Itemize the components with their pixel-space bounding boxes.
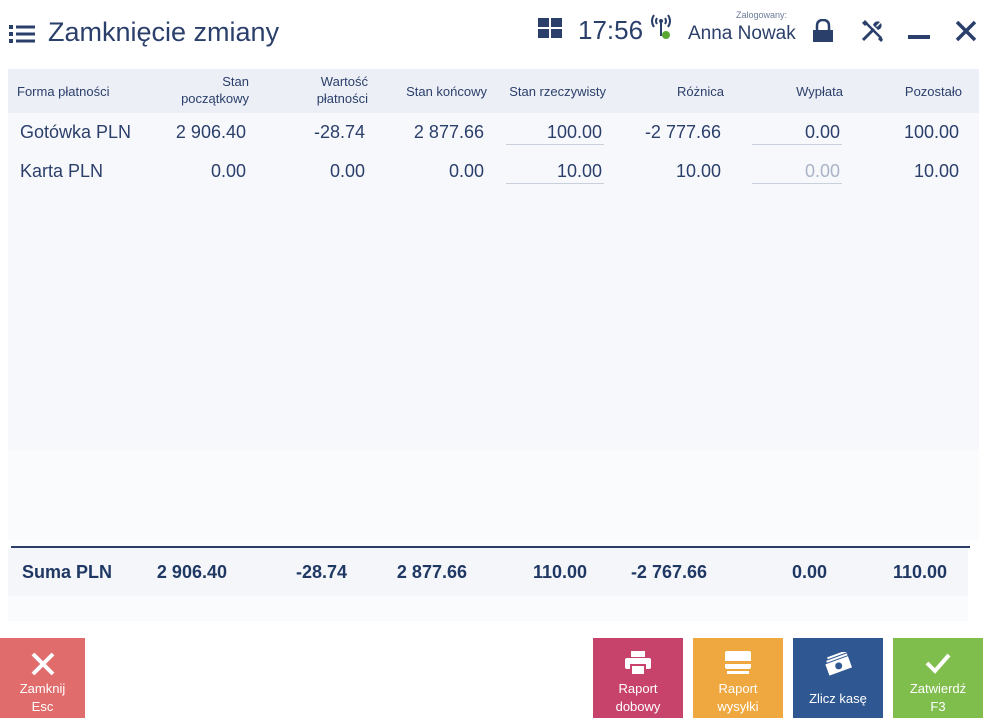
column-header-initial: Stan początkowy: [181, 74, 249, 106]
final-balance: 2 877.66: [413, 122, 484, 142]
count-cash-button[interactable]: Zlicz kasę: [793, 638, 883, 718]
checkmark-icon: [925, 653, 951, 674]
close-x-icon: [31, 652, 54, 676]
daily-report-button[interactable]: Raport dobowy: [593, 638, 683, 718]
difference: 10.00: [675, 161, 721, 181]
actual-balance-input[interactable]: 100.00: [506, 119, 604, 145]
page-title: Zamknięcie zmiany: [48, 17, 280, 47]
shipping-report-label-1: Raport: [718, 681, 758, 696]
column-header-final: Stan końcowy: [406, 84, 487, 99]
payment-value: -28.74: [313, 122, 365, 142]
minimize-icon[interactable]: [908, 34, 930, 40]
actual-balance-input[interactable]: 10.00: [506, 158, 604, 184]
summary-divider: [11, 546, 970, 548]
shipping-report-label-2: wysyłki: [717, 699, 759, 714]
table-row[interactable]: Karta PLN 0.00 0.00 0.00 10.00 10.00 0.0…: [8, 152, 979, 190]
summary-row: [8, 548, 968, 596]
table-row[interactable]: Gotówka PLN 2 906.40 -28.74 2 877.66 100…: [8, 113, 979, 151]
summary-label: Suma PLN: [22, 562, 113, 582]
final-balance: 0.00: [448, 161, 484, 181]
column-header-difference: Różnica: [677, 84, 724, 99]
payments-table: [8, 69, 979, 450]
logged-in-label: Zalogowany:: [736, 10, 788, 20]
confirm-shortcut: F3: [930, 699, 946, 714]
withdrawal-input[interactable]: 0.00: [752, 119, 842, 145]
summary-withdrawal: 0.00: [791, 562, 827, 582]
grid-icon[interactable]: [538, 18, 562, 38]
tools-icon[interactable]: [860, 19, 884, 43]
confirm-button[interactable]: Zatwierdź F3: [893, 638, 983, 718]
column-header-withdrawal: Wypłata: [796, 84, 843, 99]
signal-icon: [651, 14, 671, 39]
money-icon: [825, 652, 852, 676]
summary-initial: 2 906.40: [156, 562, 227, 582]
summary-final: 2 877.66: [396, 562, 467, 582]
confirm-label: Zatwierdź: [909, 681, 967, 696]
user-name: Anna Nowak: [688, 23, 796, 44]
close-button-label: Zamknij: [19, 681, 66, 696]
shipping-report-button[interactable]: Raport wysyłki: [693, 638, 783, 718]
summary-payment: -28.74: [295, 562, 347, 582]
remaining: 10.00: [913, 161, 959, 181]
column-header-remaining: Pozostało: [904, 84, 962, 99]
payment-value: 0.00: [329, 161, 365, 181]
column-header-form: Forma płatności: [17, 84, 110, 99]
summary-remaining: 110.00: [892, 562, 947, 582]
hamburger-icon[interactable]: [9, 25, 35, 43]
payment-form: Karta PLN: [20, 161, 104, 181]
column-header-payment: Wartość płatności: [316, 74, 368, 106]
difference: -2 777.66: [644, 122, 721, 142]
close-button-shortcut: Esc: [31, 699, 54, 714]
lock-icon[interactable]: [812, 19, 834, 43]
table-header: Forma płatności Stan początkowy Wartość …: [8, 69, 979, 113]
daily-report-label-2: dobowy: [615, 699, 661, 714]
header-bar: Zamknięcie zmiany 17:56 Zalogowany: Anna…: [0, 0, 990, 68]
close-icon[interactable]: [955, 20, 977, 42]
summary-footer: [8, 596, 968, 621]
daily-report-label-1: Raport: [618, 681, 658, 696]
initial-balance: 2 906.40: [175, 122, 246, 142]
withdrawal-input: 0.00: [752, 158, 842, 184]
column-header-actual: Stan rzeczywisty: [509, 84, 606, 99]
count-cash-label: Zlicz kasę: [809, 691, 867, 706]
card-report-icon: [725, 651, 751, 674]
clock: 17:56: [578, 15, 644, 45]
close-button[interactable]: Zamknij Esc: [0, 638, 85, 718]
initial-balance: 0.00: [210, 161, 246, 181]
payment-form: Gotówka PLN: [20, 122, 132, 142]
summary-difference: -2 767.66: [630, 562, 707, 582]
printer-icon: [625, 651, 651, 675]
table-empty-area: [8, 450, 979, 540]
remaining: 100.00: [903, 122, 959, 142]
summary-actual: 110.00: [532, 562, 587, 582]
